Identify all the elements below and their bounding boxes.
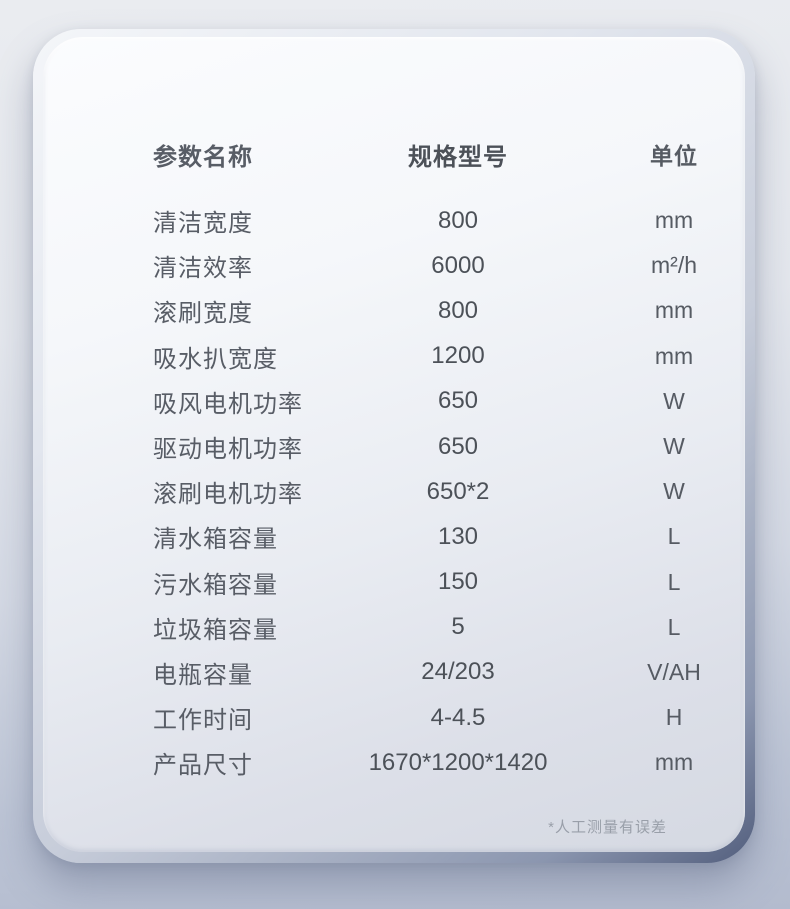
param-unit: L (667, 613, 681, 640)
param-name: 清洁宽度 (153, 210, 253, 238)
param-value: 1200 (431, 342, 485, 370)
param-name: 产品尺寸 (153, 752, 253, 780)
param-value: 800 (437, 206, 479, 234)
param-unit: mm (654, 749, 694, 776)
header-param-name: 参数名称 (153, 143, 253, 171)
table-row: 工作时间 4-4.5 H (153, 695, 745, 740)
param-value: 1670*1200*1420 (368, 748, 548, 776)
table-row: 吸水扒宽度 1200 mm (153, 334, 745, 379)
table-row: 清水箱容量 130 L (153, 514, 745, 559)
param-value: 650 (437, 387, 479, 415)
param-value: 150 (437, 568, 479, 596)
param-unit: W (663, 387, 685, 414)
param-value: 800 (437, 296, 479, 324)
param-unit: W (663, 433, 685, 460)
param-unit: H (665, 704, 683, 731)
param-name: 工作时间 (153, 707, 253, 735)
param-name: 滚刷电机功率 (153, 481, 303, 509)
param-value: 650 (437, 432, 479, 460)
table-row: 污水箱容量 150 L (153, 560, 745, 605)
param-unit: mm (654, 342, 694, 369)
spec-table-header: 参数名称 规格型号 单位 (153, 129, 745, 179)
table-row: 清洁宽度 800 mm (153, 198, 745, 243)
param-name: 吸水扒宽度 (153, 345, 278, 373)
param-name: 吸风电机功率 (153, 390, 303, 418)
param-unit: mm (654, 297, 694, 324)
param-name: 电瓶容量 (153, 661, 253, 689)
table-row: 滚刷宽度 800 mm (153, 288, 745, 333)
param-name: 垃圾箱容量 (153, 616, 278, 644)
param-name: 污水箱容量 (153, 571, 278, 599)
param-name: 清水箱容量 (153, 526, 278, 554)
spec-card: 参数名称 规格型号 单位 清洁宽度 800 mm 清洁效率 6000 m²/h 滚刷宽度 80… (33, 29, 755, 863)
table-row: 滚刷电机功率 650*2 W (153, 469, 745, 514)
spec-table-body: 清洁宽度 800 mm 清洁效率 6000 m²/h 滚刷宽度 800 mm 吸水扒宽度 1200 m… (153, 198, 745, 785)
param-unit: L (667, 523, 681, 550)
param-value: 5 (451, 613, 465, 641)
param-unit: mm (654, 207, 694, 234)
table-row: 产品尺寸 1670*1200*1420 mm (153, 740, 745, 785)
table-row: 电瓶容量 24/203 V/AH (153, 650, 745, 695)
table-row: 清洁效率 6000 m²/h (153, 243, 745, 288)
param-value: 650*2 (426, 477, 490, 505)
param-unit: W (663, 478, 685, 505)
param-value: 6000 (431, 251, 485, 279)
param-value: 24/203 (421, 658, 495, 686)
table-row: 垃圾箱容量 5 L (153, 605, 745, 650)
table-row: 驱动电机功率 650 W (153, 424, 745, 469)
spec-card-surface: 参数名称 规格型号 单位 清洁宽度 800 mm 清洁效率 6000 m²/h 滚刷宽度 80… (43, 37, 745, 852)
param-unit: V/AH (647, 658, 701, 685)
header-unit: 单位 (650, 143, 698, 169)
param-name: 清洁效率 (153, 255, 253, 283)
param-name: 滚刷宽度 (153, 300, 253, 328)
param-value: 4-4.5 (430, 703, 486, 731)
measurement-disclaimer: *人工测量有误差 (548, 819, 667, 836)
param-name: 驱动电机功率 (153, 436, 303, 464)
header-spec-model: 规格型号 (408, 143, 508, 171)
table-row: 吸风电机功率 650 W (153, 379, 745, 424)
param-value: 130 (437, 522, 479, 550)
param-unit: L (667, 568, 681, 595)
param-unit: m²/h (651, 252, 697, 279)
